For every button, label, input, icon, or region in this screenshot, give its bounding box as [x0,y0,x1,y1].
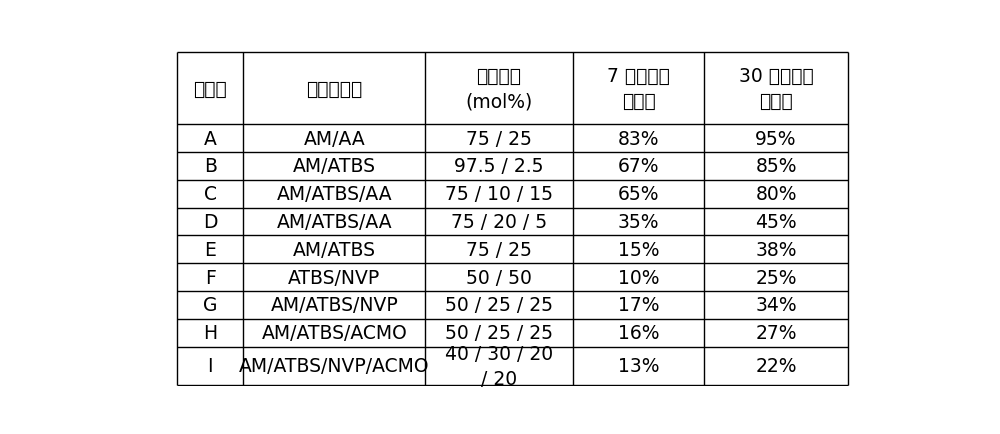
Text: AM/ATBS/ACMO: AM/ATBS/ACMO [261,323,407,342]
Text: H: H [203,323,217,342]
Text: 单体配比
(mol%): 单体配比 (mol%) [465,67,533,111]
Text: 75 / 25: 75 / 25 [466,240,532,259]
Text: 聚合物成分: 聚合物成分 [306,79,362,99]
Text: AM/ATBS: AM/ATBS [293,157,376,176]
Text: AM/AA: AM/AA [303,129,365,148]
Text: 16%: 16% [618,323,659,342]
Text: F: F [205,268,216,287]
Text: AM/ATBS/AA: AM/ATBS/AA [276,213,392,231]
Text: 95%: 95% [755,129,797,148]
Text: 34%: 34% [755,296,797,315]
Text: 聚合物: 聚合物 [193,79,227,99]
Text: 97.5 / 2.5: 97.5 / 2.5 [454,157,544,176]
Text: 22%: 22% [755,357,797,375]
Text: AM/ATBS: AM/ATBS [293,240,376,259]
Text: D: D [203,213,218,231]
Text: 15%: 15% [618,240,659,259]
Text: 38%: 38% [755,240,797,259]
Text: ATBS/NVP: ATBS/NVP [288,268,380,287]
Text: E: E [204,240,216,259]
Text: 85%: 85% [755,157,797,176]
Text: I: I [208,357,213,375]
Text: C: C [204,185,217,204]
Text: AM/ATBS/NVP: AM/ATBS/NVP [270,296,398,315]
Text: 27%: 27% [755,323,797,342]
Text: 65%: 65% [618,185,659,204]
Text: 75 / 10 / 15: 75 / 10 / 15 [445,185,553,204]
Text: 10%: 10% [618,268,659,287]
Text: 30 天后的粘
度损失: 30 天后的粘 度损失 [739,67,813,111]
Text: 17%: 17% [618,296,659,315]
Text: A: A [204,129,217,148]
Text: 45%: 45% [755,213,797,231]
Text: 50 / 25 / 25: 50 / 25 / 25 [445,296,553,315]
Text: 50 / 50: 50 / 50 [466,268,532,287]
Text: G: G [203,296,218,315]
Text: 7 天后的粘
度损失: 7 天后的粘 度损失 [607,67,670,111]
Text: 13%: 13% [618,357,659,375]
Text: 25%: 25% [755,268,797,287]
Text: AM/ATBS/NVP/ACMO: AM/ATBS/NVP/ACMO [239,357,430,375]
Text: 40 / 30 / 20
/ 20: 40 / 30 / 20 / 20 [445,344,553,388]
Text: 35%: 35% [618,213,659,231]
Text: 50 / 25 / 25: 50 / 25 / 25 [445,323,553,342]
Text: B: B [204,157,217,176]
Text: 83%: 83% [618,129,659,148]
Text: 67%: 67% [618,157,659,176]
Text: 75 / 25: 75 / 25 [466,129,532,148]
Text: AM/ATBS/AA: AM/ATBS/AA [276,185,392,204]
Text: 80%: 80% [755,185,797,204]
Text: 75 / 20 / 5: 75 / 20 / 5 [451,213,547,231]
